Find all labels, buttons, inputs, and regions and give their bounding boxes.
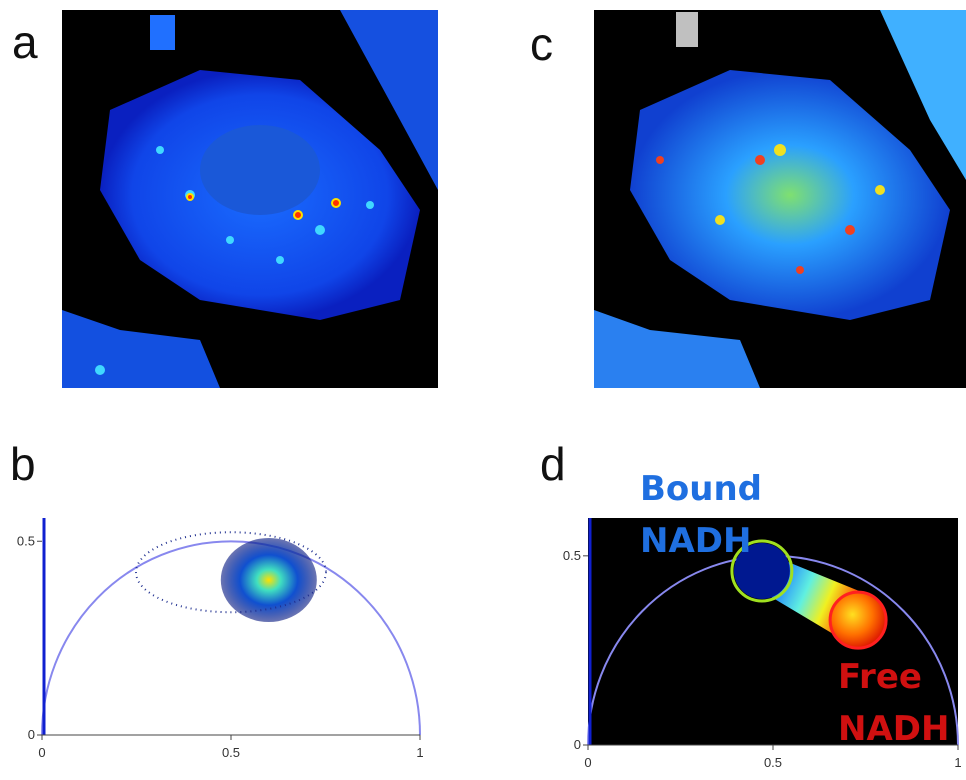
- panel-label: d: [540, 438, 566, 490]
- plot-area: [42, 518, 420, 735]
- annotation: Bound: [640, 469, 762, 509]
- y-tick-label: 0.5: [17, 533, 35, 548]
- x-tick-label: 1: [416, 745, 423, 760]
- y-tick-label: 0: [28, 727, 35, 742]
- annotation: Free: [838, 657, 922, 697]
- free-cursor: [830, 592, 886, 648]
- figure: a b c d 0 0.5 1 0 0.5 0 0.5 1 0 0.5 Bound NADH Free NADH: [0, 0, 966, 780]
- micrograph-c: [594, 10, 966, 388]
- annotation: NADH: [640, 521, 751, 561]
- x-tick-label: 1: [954, 755, 961, 770]
- x-tick-label: 0: [38, 745, 45, 760]
- micrograph-a: [62, 10, 438, 388]
- phasor-density: [221, 538, 317, 622]
- y-tick-label: 0: [574, 737, 581, 752]
- annotation: NADH: [838, 709, 949, 749]
- x-tick-label: 0: [584, 755, 591, 770]
- panel-label: c: [530, 18, 553, 70]
- panel-label: b: [10, 438, 36, 490]
- panel-label: a: [12, 16, 38, 68]
- x-tick-label: 0.5: [222, 745, 240, 760]
- x-tick-label: 0.5: [764, 755, 782, 770]
- y-tick-label: 0.5: [563, 548, 581, 563]
